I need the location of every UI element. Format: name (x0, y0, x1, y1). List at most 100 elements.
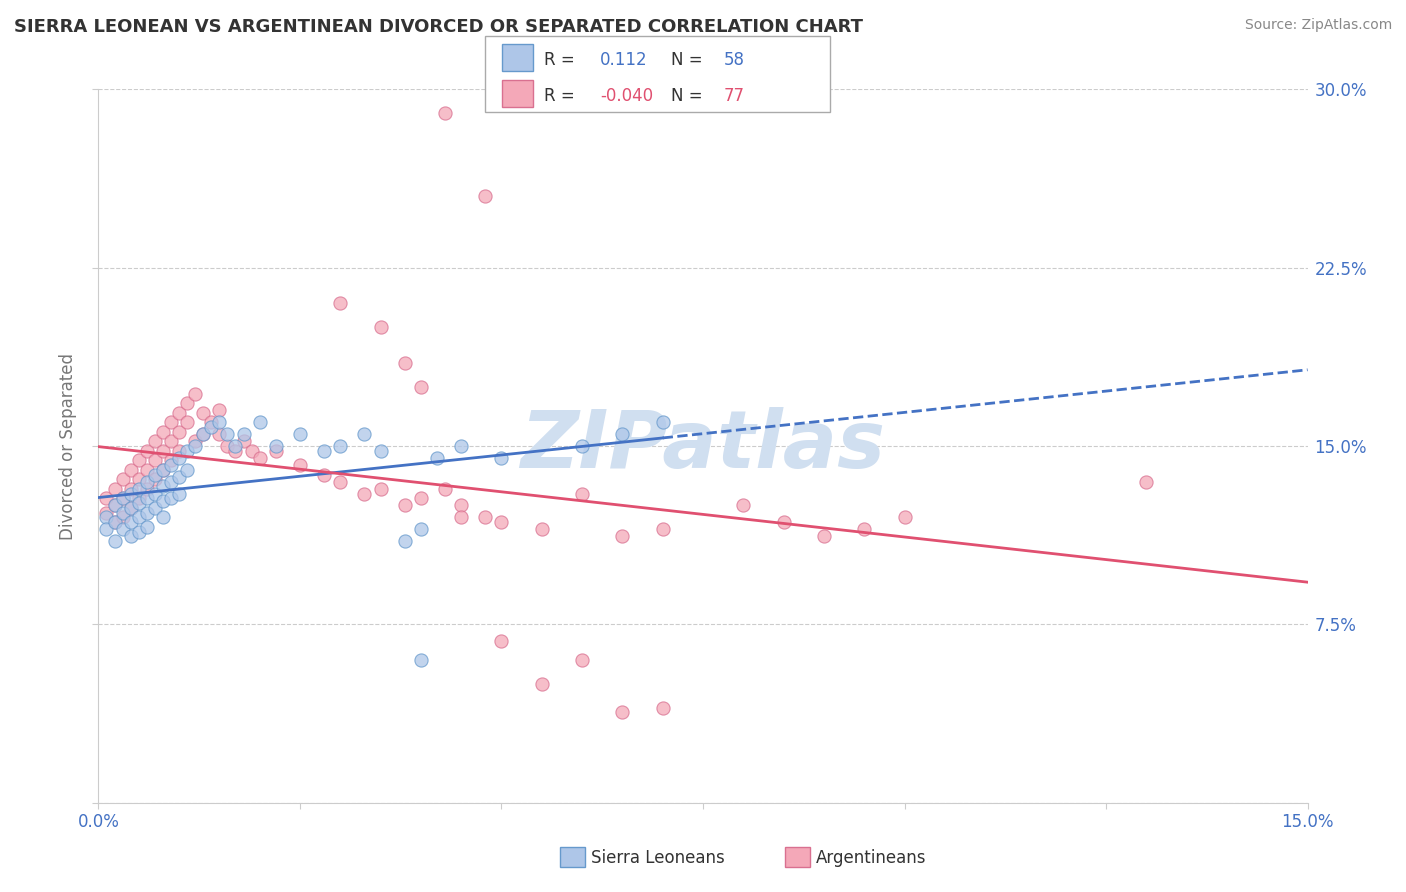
Point (370, 482, 392, 496)
Point (128, 510, 150, 524)
Text: -0.040: -0.040 (600, 87, 654, 105)
Point (240, 443, 263, 458)
Point (409, 522, 432, 536)
Text: N =: N = (671, 87, 702, 105)
Point (264, 443, 287, 458)
Point (111, 491, 134, 506)
Point (426, 450, 449, 465)
Point (160, 453, 183, 467)
Point (152, 463, 174, 477)
Point (893, 510, 915, 524)
Point (394, 534, 416, 549)
Point (160, 475, 183, 489)
Point (491, 515, 513, 529)
Point (143, 453, 166, 467)
Point (474, 510, 496, 524)
Text: R =: R = (544, 51, 575, 69)
Point (135, 482, 157, 496)
Point (120, 486, 142, 500)
Point (217, 427, 239, 442)
Text: Source: ZipAtlas.com: Source: ZipAtlas.com (1244, 18, 1392, 32)
Point (128, 524, 150, 539)
Point (143, 472, 166, 486)
Point (128, 472, 150, 486)
Point (103, 515, 125, 529)
Text: 58: 58 (724, 51, 745, 69)
Point (167, 406, 190, 420)
Point (135, 491, 157, 506)
Text: ZIPatlas: ZIPatlas (520, 407, 886, 485)
Point (853, 522, 876, 536)
Point (135, 475, 157, 489)
Point (288, 458, 311, 472)
Point (167, 425, 190, 439)
Point (152, 425, 174, 439)
Point (96, 491, 118, 506)
Point (103, 499, 125, 513)
Point (120, 500, 142, 515)
Point (152, 479, 174, 493)
Point (491, 634, 513, 648)
Point (530, 677, 553, 691)
Point (450, 439, 472, 453)
Point (394, 499, 416, 513)
Point (176, 463, 198, 477)
Point (353, 486, 375, 500)
Point (249, 450, 271, 465)
Point (772, 515, 794, 529)
Point (193, 427, 215, 442)
Point (152, 493, 174, 508)
Point (167, 486, 190, 500)
Point (135, 520, 157, 534)
Point (143, 434, 166, 449)
Point (200, 420, 222, 434)
Point (651, 700, 673, 714)
Point (370, 443, 392, 458)
Point (733, 499, 755, 513)
Point (103, 482, 125, 496)
Point (612, 529, 634, 543)
Point (152, 510, 174, 524)
Point (232, 434, 254, 449)
Point (128, 453, 150, 467)
Point (120, 482, 142, 496)
Point (111, 472, 134, 486)
Point (370, 320, 392, 334)
Point (409, 379, 432, 393)
Point (571, 653, 593, 667)
Point (135, 443, 157, 458)
Point (314, 467, 336, 482)
Point (224, 439, 246, 453)
Point (135, 506, 157, 520)
Point (1135, 475, 1157, 489)
Point (176, 396, 198, 410)
Point (184, 439, 207, 453)
Point (167, 470, 190, 484)
Point (329, 439, 352, 453)
Point (103, 515, 125, 529)
Point (450, 510, 472, 524)
Point (474, 189, 496, 203)
Point (329, 475, 352, 489)
Point (120, 463, 142, 477)
Point (120, 515, 142, 529)
Point (160, 458, 183, 472)
Point (217, 439, 239, 453)
Point (232, 427, 254, 442)
Point (193, 427, 215, 442)
Point (167, 450, 190, 465)
Point (143, 486, 166, 500)
Point (143, 467, 166, 482)
Y-axis label: Divorced or Separated: Divorced or Separated (59, 352, 77, 540)
Text: N =: N = (671, 51, 702, 69)
Point (103, 499, 125, 513)
Point (208, 427, 231, 442)
Point (434, 106, 457, 120)
Text: 0.112: 0.112 (600, 51, 648, 69)
Point (128, 496, 150, 510)
Point (353, 427, 375, 442)
Point (200, 415, 222, 429)
Point (208, 403, 231, 417)
Point (434, 482, 457, 496)
Point (530, 522, 553, 536)
